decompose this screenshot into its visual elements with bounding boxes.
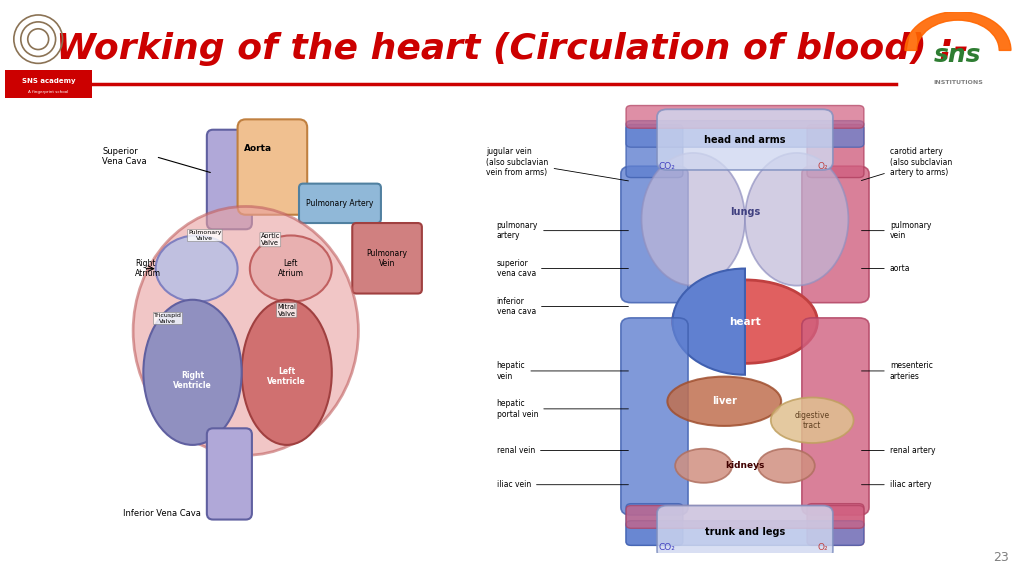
Text: Right
Ventricle: Right Ventricle xyxy=(173,371,212,391)
Text: inferior
vena cava: inferior vena cava xyxy=(497,297,629,316)
FancyBboxPatch shape xyxy=(807,124,864,177)
Text: iliac artery: iliac artery xyxy=(861,480,931,489)
Ellipse shape xyxy=(771,397,854,443)
Text: A fingerprint school: A fingerprint school xyxy=(29,90,69,94)
Text: hepatic
vein: hepatic vein xyxy=(497,361,629,381)
FancyBboxPatch shape xyxy=(5,70,92,98)
Ellipse shape xyxy=(745,153,848,286)
Ellipse shape xyxy=(675,449,732,483)
FancyBboxPatch shape xyxy=(207,429,252,520)
Text: head and arms: head and arms xyxy=(705,135,785,145)
FancyBboxPatch shape xyxy=(626,506,864,528)
Text: Superior
Vena Cava: Superior Vena Cava xyxy=(102,147,147,166)
Text: mesenteric
arteries: mesenteric arteries xyxy=(861,361,933,381)
Text: SNS academy: SNS academy xyxy=(22,78,76,84)
Text: O₂: O₂ xyxy=(817,543,827,552)
Text: pulmonary
artery: pulmonary artery xyxy=(497,221,629,240)
Ellipse shape xyxy=(641,153,745,286)
Text: O₂: O₂ xyxy=(817,162,827,170)
FancyBboxPatch shape xyxy=(207,130,252,229)
Wedge shape xyxy=(673,268,745,375)
Text: renal vein: renal vein xyxy=(497,446,629,455)
FancyBboxPatch shape xyxy=(807,503,864,545)
Text: kidneys: kidneys xyxy=(725,461,765,470)
Ellipse shape xyxy=(250,236,332,302)
Text: Working of the heart (Circulation of blood) :-: Working of the heart (Circulation of blo… xyxy=(55,32,969,66)
FancyBboxPatch shape xyxy=(352,223,422,294)
Text: lungs: lungs xyxy=(730,207,760,217)
Ellipse shape xyxy=(143,300,242,445)
Text: sns: sns xyxy=(934,43,982,67)
Text: jugular vein
(also subclavian
vein from arms): jugular vein (also subclavian vein from … xyxy=(486,147,629,181)
FancyBboxPatch shape xyxy=(802,166,869,303)
Ellipse shape xyxy=(156,236,238,302)
Text: CO₂: CO₂ xyxy=(659,543,676,552)
FancyBboxPatch shape xyxy=(621,318,688,515)
Text: Pulmonary
Valve: Pulmonary Valve xyxy=(188,230,221,241)
Text: Tricuspid
Valve: Tricuspid Valve xyxy=(154,313,182,324)
Text: Inferior Vena Cava: Inferior Vena Cava xyxy=(123,509,201,518)
Text: renal artery: renal artery xyxy=(861,446,935,455)
Text: INSTITUTIONS: INSTITUTIONS xyxy=(933,80,983,85)
FancyBboxPatch shape xyxy=(626,503,683,545)
Ellipse shape xyxy=(758,449,815,483)
Text: superior
vena cava: superior vena cava xyxy=(497,259,629,278)
Text: Aorta: Aorta xyxy=(244,144,272,153)
Text: Pulmonary Artery: Pulmonary Artery xyxy=(306,199,374,208)
FancyBboxPatch shape xyxy=(626,105,864,128)
Text: CO₂: CO₂ xyxy=(659,162,676,170)
FancyBboxPatch shape xyxy=(657,506,833,559)
Text: Pulmonary
Vein: Pulmonary Vein xyxy=(367,249,408,268)
FancyBboxPatch shape xyxy=(626,124,683,177)
Ellipse shape xyxy=(242,300,332,445)
FancyBboxPatch shape xyxy=(621,166,688,303)
Text: Right
Atrium: Right Atrium xyxy=(135,259,161,278)
Ellipse shape xyxy=(668,377,781,426)
FancyBboxPatch shape xyxy=(626,521,864,545)
FancyBboxPatch shape xyxy=(238,119,307,215)
FancyBboxPatch shape xyxy=(626,121,864,147)
Text: aorta: aorta xyxy=(861,264,910,273)
Text: trunk and legs: trunk and legs xyxy=(705,527,785,537)
Text: digestive
tract: digestive tract xyxy=(795,411,829,430)
Text: carotid artery
(also subclavian
artery to arms): carotid artery (also subclavian artery t… xyxy=(861,147,952,180)
Text: heart: heart xyxy=(729,317,761,327)
Text: hepatic
portal vein: hepatic portal vein xyxy=(497,399,629,419)
Text: liver: liver xyxy=(712,396,736,406)
Text: Aortic
Valve: Aortic Valve xyxy=(261,233,280,246)
Wedge shape xyxy=(905,12,1011,51)
Text: Mitral
Valve: Mitral Valve xyxy=(278,304,296,317)
Ellipse shape xyxy=(673,280,817,363)
Text: 23: 23 xyxy=(993,551,1009,564)
FancyBboxPatch shape xyxy=(299,184,381,223)
Text: Left
Atrium: Left Atrium xyxy=(278,259,304,278)
FancyBboxPatch shape xyxy=(657,109,833,170)
Text: Left
Ventricle: Left Ventricle xyxy=(267,367,306,386)
FancyBboxPatch shape xyxy=(802,318,869,515)
Text: pulmonary
vein: pulmonary vein xyxy=(861,221,931,240)
Text: iliac vein: iliac vein xyxy=(497,480,629,489)
Ellipse shape xyxy=(133,206,358,455)
